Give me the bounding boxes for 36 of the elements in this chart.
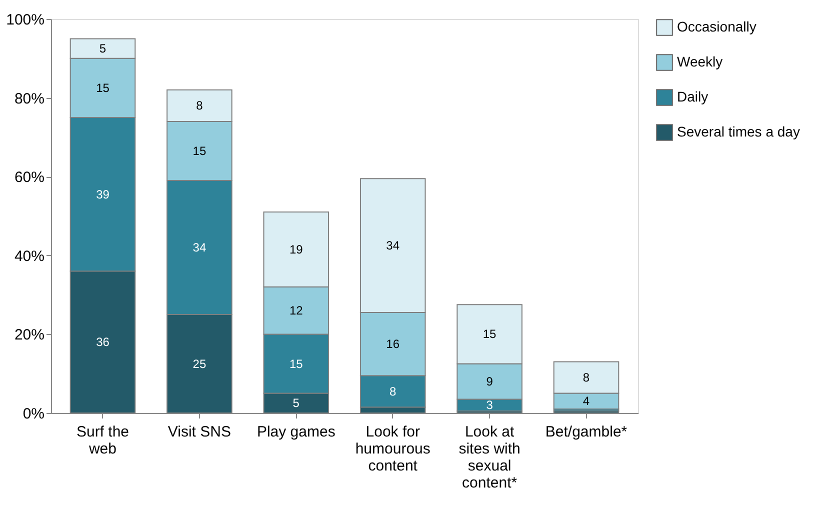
y-tick-label: 60% [14, 169, 44, 186]
data-label: 19 [289, 242, 304, 256]
data-label: 15 [192, 144, 206, 158]
x-tick-label: Surf the web [76, 424, 130, 458]
data-label: 25 [192, 356, 206, 371]
x-tick-label: Bet/gamble* [545, 424, 628, 440]
data-label: 5 [292, 396, 300, 410]
y-tick-label: 80% [14, 90, 44, 108]
legend-label: Occasionally [677, 18, 756, 34]
legend-label: Weekly [677, 54, 723, 70]
x-tick-label: Play games [256, 424, 336, 440]
x-tick-label: Look at sites with sexual content* [458, 424, 520, 492]
data-label: 8 [196, 98, 204, 113]
data-label: 15 [482, 327, 497, 342]
data-label: 9 [486, 374, 494, 388]
x-tick-label: Look for humourous content [355, 424, 430, 474]
data-label: 5 [99, 42, 106, 56]
data-label: 3 [486, 398, 494, 412]
y-tick-label: 0% [22, 406, 44, 422]
data-label: 39 [96, 187, 110, 202]
data-label: 8 [390, 384, 397, 398]
y-tick-label: 20% [14, 326, 44, 344]
y-tick-label: 40% [14, 248, 44, 265]
legend-label: Several times a day [677, 124, 800, 140]
data-label: 8 [582, 370, 590, 385]
x-tick-label: Visit SNS [168, 424, 231, 440]
data-label: 15 [96, 80, 110, 95]
data-label: 15 [289, 356, 304, 371]
data-label: 34 [386, 238, 400, 253]
data-label: 12 [289, 304, 304, 318]
legend-label: Daily [677, 88, 708, 104]
y-tick-label: 100% [6, 12, 44, 28]
data-label: 4 [582, 394, 590, 408]
data-label: 34 [192, 240, 206, 255]
data-label: 36 [96, 335, 110, 350]
data-label: 16 [386, 337, 400, 352]
